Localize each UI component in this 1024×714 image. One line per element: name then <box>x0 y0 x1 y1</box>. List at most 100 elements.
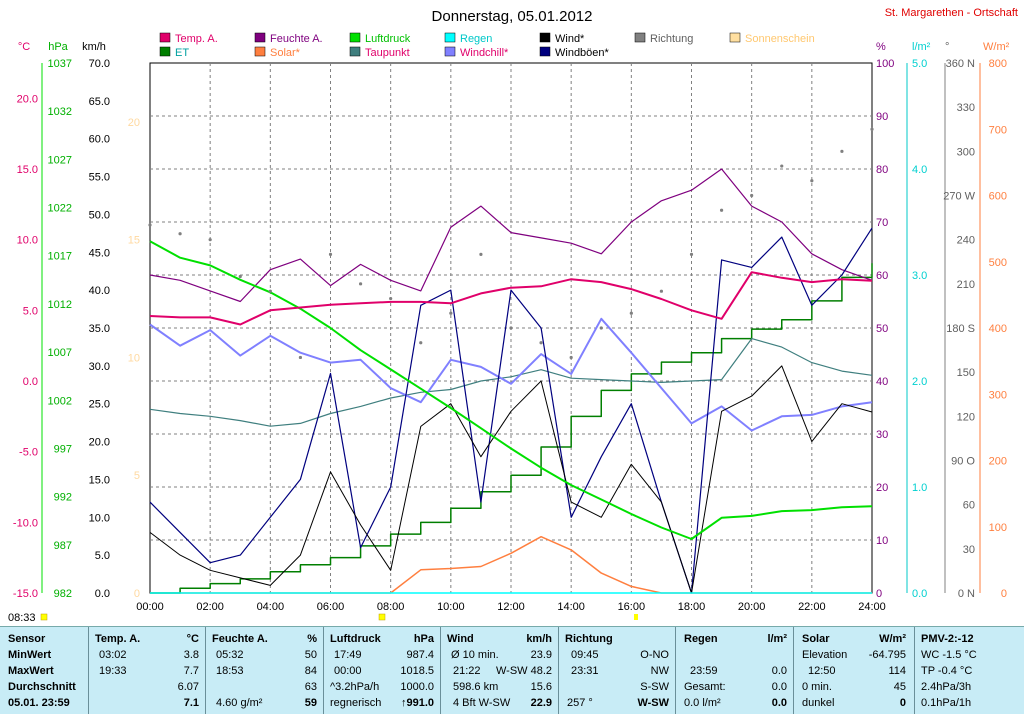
stats-humidity-header: Feuchte A. <box>212 633 268 645</box>
pressure-tick-label: 1027 <box>48 154 72 166</box>
x-tick-label: 02:00 <box>196 601 224 613</box>
x-tick-label: 10:00 <box>437 601 465 613</box>
stats-separator <box>205 627 206 714</box>
direction-tick-label: 0 N <box>958 588 975 600</box>
stats-pressure-unit: hPa <box>413 633 434 645</box>
temp-tick-label: 20.0 <box>17 93 38 105</box>
legend-swatch-regen <box>444 32 456 43</box>
stats-temp-header: Temp. A. <box>95 633 141 645</box>
stats-rain-max-value: 0.0 <box>771 665 787 677</box>
stats-solar-status: dunkel <box>802 697 835 709</box>
wind-tick-label: 45.0 <box>89 247 110 259</box>
direction-point <box>328 252 333 256</box>
x-tick-label: 06:00 <box>317 601 345 613</box>
stats-wind-header: Wind <box>447 633 474 645</box>
stats-humidity-current-value: 59 <box>304 697 317 709</box>
x-tick-label: 16:00 <box>618 601 646 613</box>
temp-unit-label: °C <box>18 41 30 53</box>
direction-tick-label: 360 N <box>946 58 975 70</box>
stats-solar-elevation-value: -64.795 <box>868 649 906 661</box>
stats-avg-label: Durchschnitt <box>8 681 76 693</box>
series-line-et <box>150 263 873 594</box>
stats-solar-max-time: 12:50 <box>808 665 836 677</box>
stats-solar-sunshine-minutes: 0 min. <box>802 681 832 693</box>
direction-tick-label: 300 <box>957 146 975 158</box>
stats-pressure-forecast: regnerisch <box>330 697 382 709</box>
direction-unit-label: ° <box>945 41 949 53</box>
axis-unit-labels: °C hPa km/h% l/m² ° W/m² <box>18 41 1010 53</box>
stats-solar-col: Solar W/m² Elevation -64.795 12:50 114 0… <box>794 627 914 714</box>
wind-unit-label: km/h <box>82 41 106 53</box>
direction-tick-label: 90 O <box>951 456 975 468</box>
wind-tick-label: 70.0 <box>89 58 110 70</box>
stats-max-label: MaxWert <box>8 665 54 677</box>
wind-tick-label: 25.0 <box>89 399 110 411</box>
stats-direction-max-time: 23:31 <box>571 665 599 677</box>
series-line-feuchtea <box>149 168 873 303</box>
legend-swatch-windboeen <box>539 46 551 57</box>
pressure-tick-label: 1032 <box>48 106 72 118</box>
direction-point <box>509 326 513 330</box>
direction-tick-label: 270 W <box>943 191 975 203</box>
stats-solar-current-value: 0 <box>899 697 906 709</box>
wind-tick-label: 15.0 <box>89 474 110 486</box>
sunshine-tick-label: 20 <box>128 117 140 129</box>
legend-label-sonnenschein: Sonnenschein <box>745 33 815 45</box>
solar-tick-label: 500 <box>989 257 1007 269</box>
stats-separator <box>675 627 676 714</box>
legend-label-windchill: Windchill* <box>460 47 509 59</box>
stats-pressure-header: Luftdruck <box>330 633 381 645</box>
stats-rain-unit: l/m² <box>767 633 787 645</box>
stats-pressure-max-value: 1018.5 <box>400 665 434 677</box>
series-line-wind <box>149 365 873 594</box>
x-tick-label: 12:00 <box>497 601 525 613</box>
stats-pressure-max-time: 00:00 <box>334 665 362 677</box>
x-tick-label: 08:00 <box>377 601 405 613</box>
humidity-tick-label: 50 <box>876 323 888 335</box>
stats-temp-avg-value: 6.07 <box>177 681 199 693</box>
pressure-tick-label: 997 <box>54 443 72 455</box>
stats-pressure-col: Luftdruck hPa 17:49 987.4 00:00 1018.5 ^… <box>324 627 440 714</box>
legend-swatch-sonnenschein <box>729 32 741 43</box>
station-name: St. Margarethen - Ortschaft <box>885 7 1018 19</box>
stats-rain-rate: 0.0 l/m² <box>684 697 721 709</box>
direction-point <box>298 355 303 360</box>
humidity-tick-label: 20 <box>876 482 888 494</box>
chart-series <box>148 127 874 594</box>
legend-swatch-wind <box>539 32 551 43</box>
stats-temp-current-value: 7.1 <box>183 697 199 709</box>
x-tick-label: 00:00 <box>136 601 164 613</box>
temp-tick-label: 15.0 <box>17 164 38 176</box>
wind-tick-label: 50.0 <box>89 209 110 221</box>
sunshine-tick-label: 5 <box>134 470 140 482</box>
stats-direction-degrees: 257 ° <box>567 697 593 709</box>
time-marker-label: 08:33 <box>8 612 36 624</box>
legend-swatch-solar <box>254 46 266 57</box>
solar-tick-label: 200 <box>989 456 1007 468</box>
x-tick-label: 14:00 <box>557 601 585 613</box>
wind-tick-label: 40.0 <box>89 285 110 297</box>
stats-wind-avg-value: 15.6 <box>530 681 552 693</box>
stats-humidity-min-value: 50 <box>304 649 317 661</box>
direction-tick-label: 180 S <box>946 323 975 335</box>
humidity-tick-label: 30 <box>876 429 888 441</box>
statistics-panel: Sensor MinWert MaxWert Durchschnitt 05.0… <box>0 626 1024 714</box>
pressure-tick-label: 1037 <box>48 58 72 70</box>
stats-wind-max-direction: W-SW <box>496 665 528 677</box>
stats-direction-current-value: W-SW <box>637 697 669 709</box>
legend-swatch-et <box>159 46 171 57</box>
direction-tick-label: 30 <box>963 544 975 556</box>
stats-sensor-header: Sensor <box>8 633 46 645</box>
series-line-windben <box>149 227 873 594</box>
stats-wind-run: 598.6 km <box>453 681 499 693</box>
stats-rain-max-time: 23:59 <box>690 665 718 677</box>
direction-point <box>569 355 573 360</box>
stats-pressure-current-value: ↑991.0 <box>400 697 434 709</box>
solar-tick-label: 700 <box>989 124 1007 136</box>
stats-solar-max-value: 114 <box>888 665 906 677</box>
stats-direction-max-value: NW <box>650 665 669 677</box>
stats-pressure-min-value: 987.4 <box>406 649 434 661</box>
pressure-tick-label: 1012 <box>48 299 72 311</box>
legend-label-taupunkt: Taupunkt <box>365 47 410 59</box>
wind-tick-label: 5.0 <box>95 550 110 562</box>
